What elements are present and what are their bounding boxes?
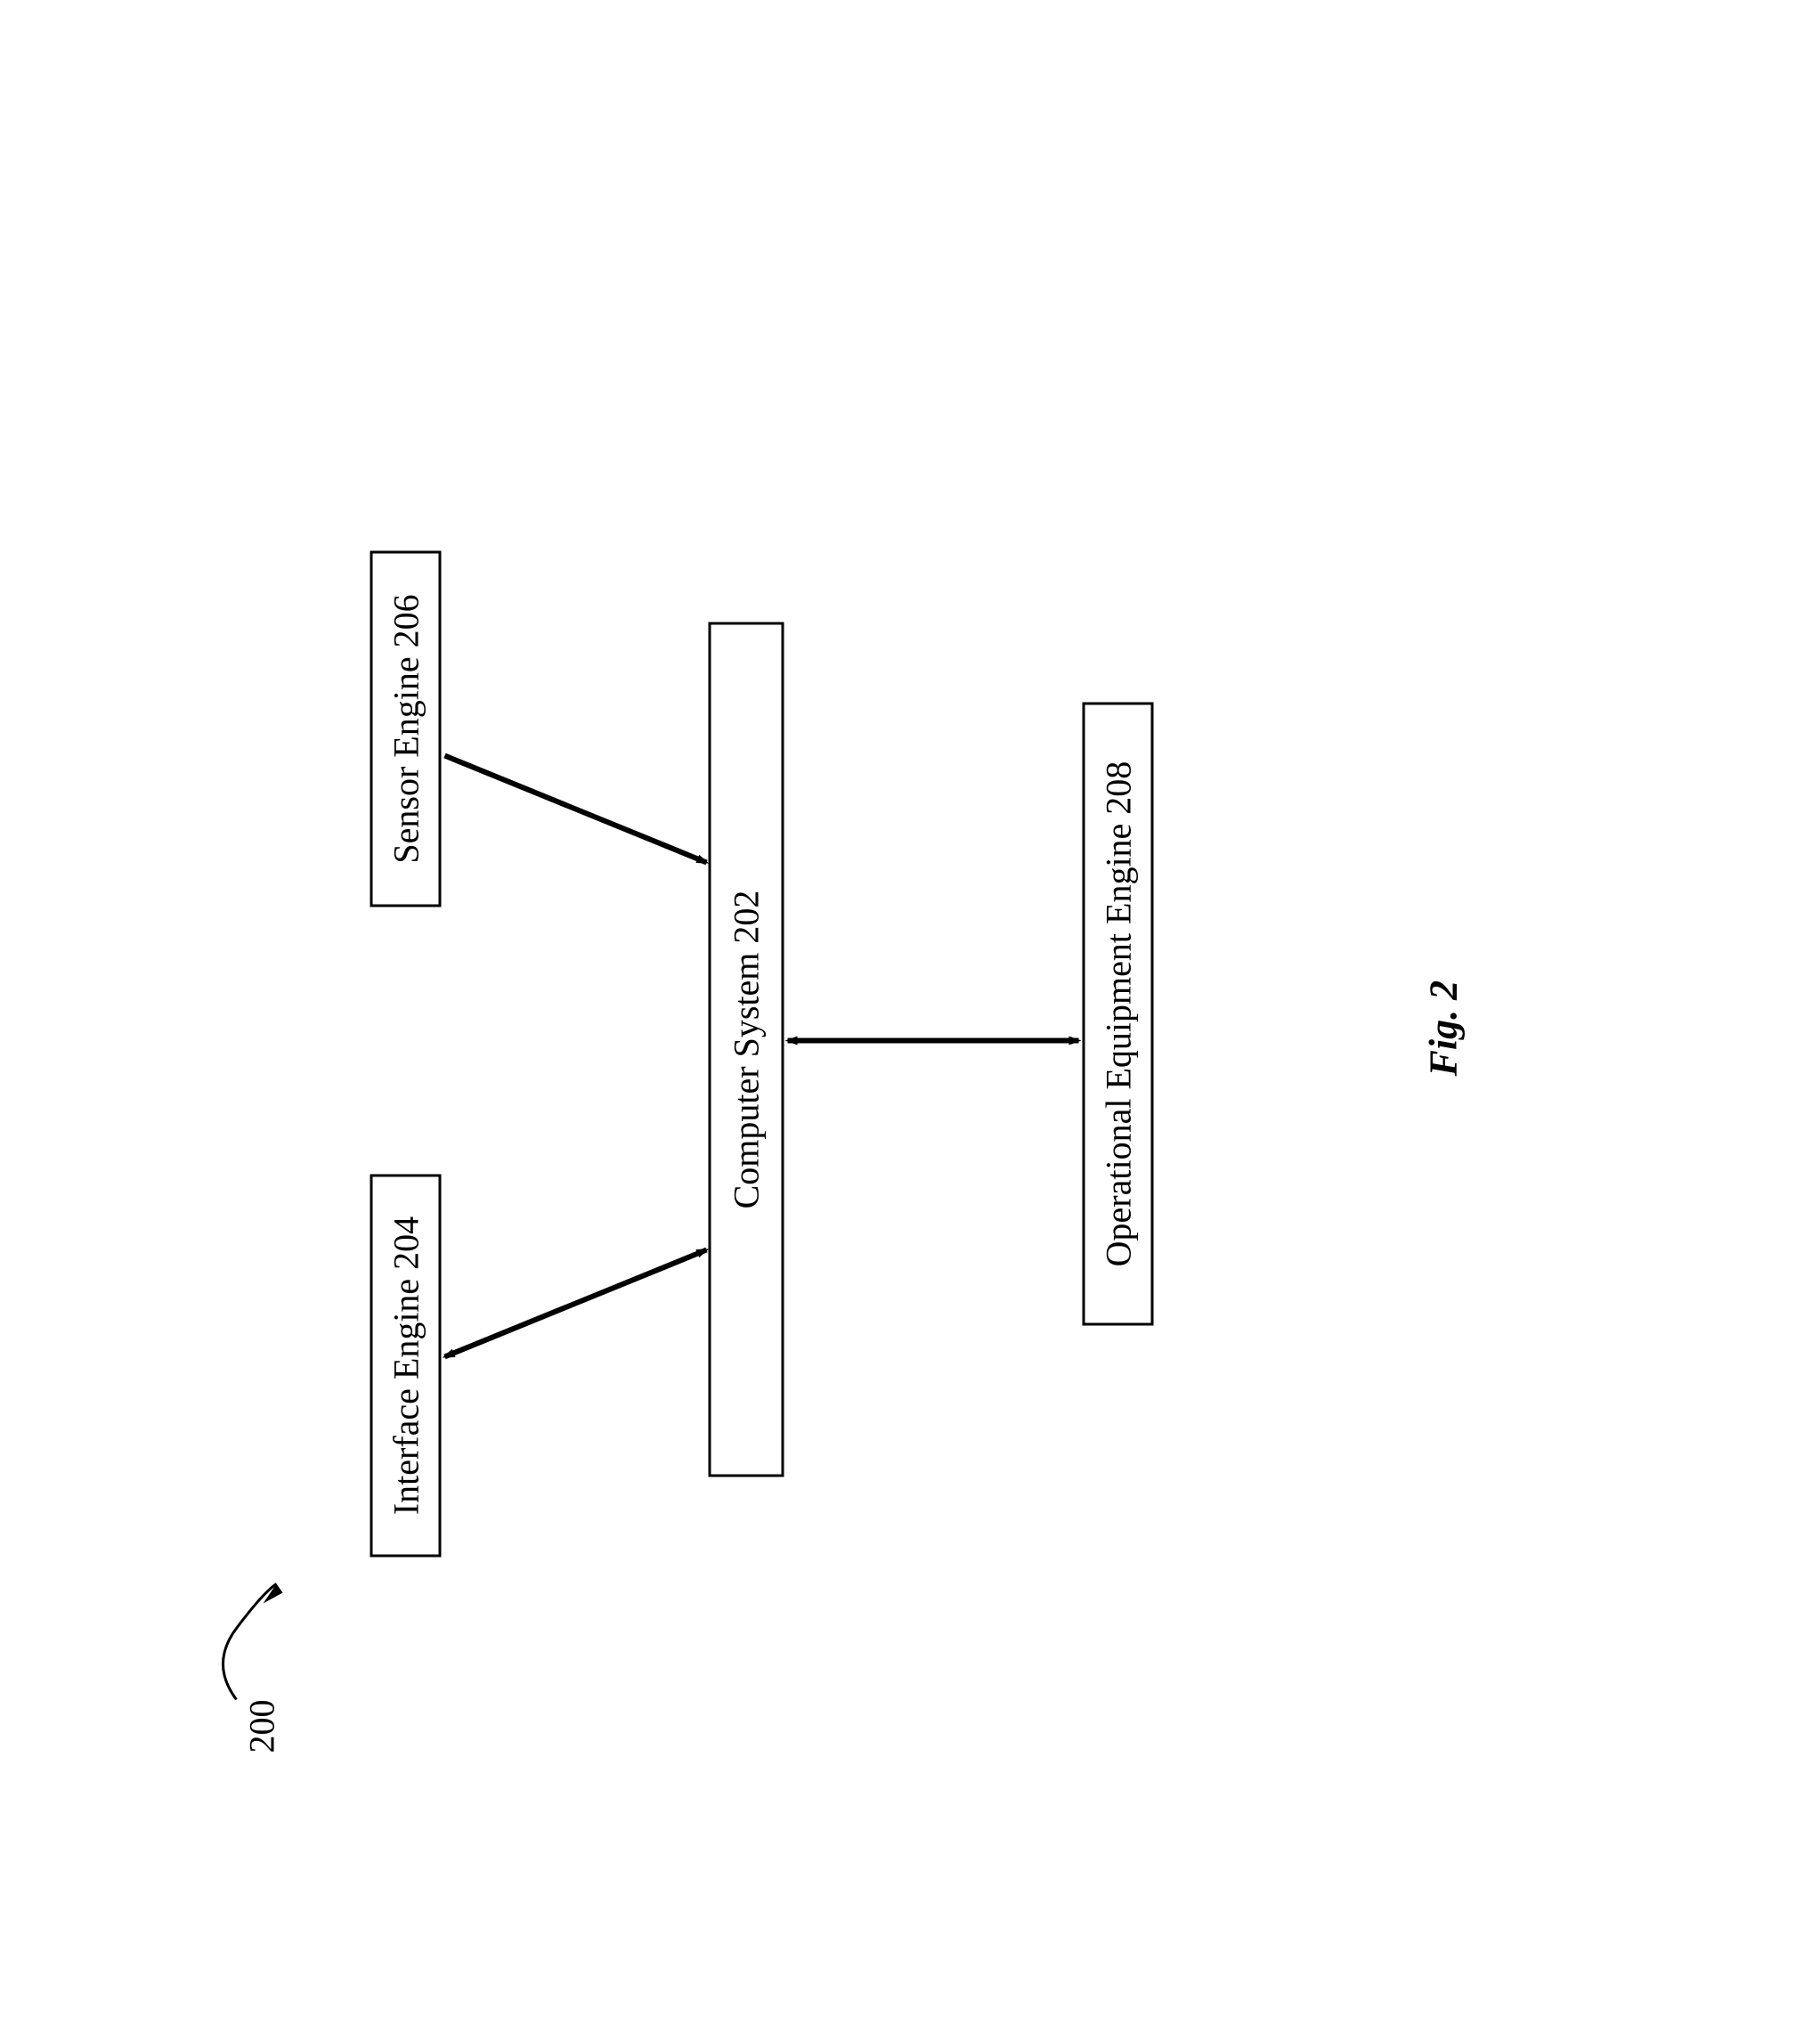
- figure-caption: Fig. 2: [1421, 980, 1467, 1077]
- diagram-rotated-container: 200 Interface Engine 204 Sensor Engine 2…: [0, 111, 1820, 1932]
- node-label: Operational Equipment Engine 208: [1097, 761, 1139, 1267]
- node-label: Sensor Engine 206: [385, 594, 427, 863]
- edge-interface-computer: [445, 1250, 707, 1357]
- node-sensor-engine: Sensor Engine 206: [370, 551, 442, 907]
- node-computer-system: Computer System 202: [709, 622, 784, 1477]
- node-label: Interface Engine 204: [385, 1216, 427, 1515]
- node-label: Computer System 202: [726, 891, 768, 1209]
- edge-sensor-computer: [445, 756, 707, 863]
- node-operational-equipment-engine: Operational Equipment Engine 208: [1083, 703, 1154, 1326]
- reference-pointer-arrow: [201, 1549, 326, 1709]
- node-interface-engine: Interface Engine 204: [370, 1175, 442, 1558]
